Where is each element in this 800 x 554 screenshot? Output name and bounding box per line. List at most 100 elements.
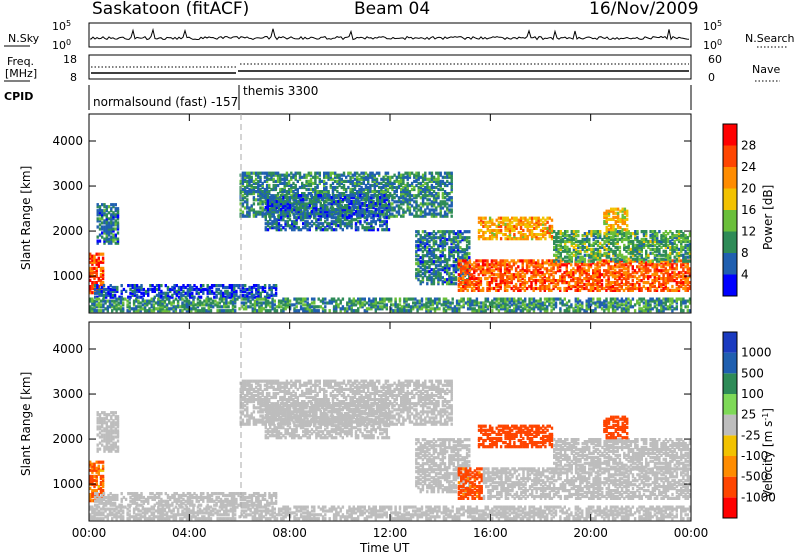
power-scatter-cell [528,301,531,305]
power-scatter-cell [607,275,610,279]
power-scatter-cell [400,181,403,185]
beam-title: Beam 04 [354,0,430,19]
power-scatter-cell [373,181,376,185]
power-scatter-cell [616,281,619,285]
power-scatter-cell [325,175,328,179]
power-scatter-cell [97,252,100,256]
power-scatter-cell [598,299,602,303]
power-scatter-cell [98,289,101,293]
power-scatter-cell [222,293,225,297]
power-scatter-cell [248,192,251,196]
power-scatter-cell [523,273,527,277]
power-scatter-cell [110,213,113,217]
power-scatter-cell [574,297,577,301]
power-scatter-cell [360,177,363,181]
power-scatter-cell [89,285,92,289]
power-scatter-cell [246,214,249,218]
power-scatter-cell [248,295,251,299]
power-scatter-cell [513,307,516,311]
power-scatter-cell [193,284,196,288]
power-scatter-cell [594,301,597,305]
power-scatter-cell [294,173,297,177]
power-scatter-cell [433,309,437,313]
power-scatter-cell [95,272,98,277]
power-scatter-cell [479,277,483,281]
power-scatter-cell [477,259,480,263]
power-scatter-cell [330,222,333,226]
power-scatter-cell [154,301,158,305]
power-scatter-cell [335,309,338,313]
power-scatter-cell [260,309,263,313]
power-scatter-cell [336,196,339,200]
power-scatter-cell [228,285,231,290]
power-scatter-cell [502,307,505,311]
power-scatter-cell [400,179,403,183]
power-scatter-cell [427,297,430,301]
power-scatter-cell [302,202,305,206]
power-scatter-cell [364,200,368,204]
power-scatter-cell [462,297,465,301]
power-scatter-cell [477,284,480,289]
power-scatter-cell [187,299,191,303]
power-scatter-cell [261,208,264,212]
power-scatter-cell [537,271,540,275]
power-scatter-cell [421,210,425,214]
power-scatter-cell [376,307,380,311]
freq-right-tick-bottom: 0 [708,71,715,84]
power-scatter-cell [596,297,599,301]
power-scatter-cell [324,220,327,224]
power-scatter-cell [282,198,285,202]
power-scatter-cell [379,301,382,305]
power-scatter-cell [627,265,630,269]
power-scatter-cell [256,309,259,313]
power-scatter-cell [425,309,428,313]
power-scatter-cell [379,202,382,206]
power-scatter-cell [367,175,370,179]
power-scatter-cell [276,192,280,196]
power-scatter-cell [157,299,160,303]
power-scatter-cell [614,288,617,292]
power-scatter-cell [299,212,303,216]
power-scatter-cell [259,196,262,200]
power-scatter-cell [616,307,619,311]
power-scatter-cell [285,183,289,188]
power-scatter-cell [510,265,513,269]
power-scatter-cell [508,305,511,309]
power-scatter-cell [306,305,309,309]
power-scatter-cell [369,190,372,194]
power-scatter-cell [248,210,251,214]
power-scatter-cell [596,284,599,289]
power-scatter-cell [543,275,546,279]
power-scatter-cell [293,200,296,204]
power-scatter-cell [304,214,307,218]
power-scatter-cell [380,181,383,185]
power-scatter-cell [439,214,442,218]
power-scatter-cell [576,286,579,291]
power-scatter-cell [265,177,269,181]
power-scatter-cell [251,307,254,311]
power-scatter-cell [182,284,185,288]
power-scatter-cell [442,307,446,311]
power-scatter-cell [574,284,577,289]
power-scatter-cell [389,212,392,216]
power-scatter-cell [329,171,332,175]
power-scatter-cell [417,254,420,258]
power-scatter-cell [98,223,102,227]
power-scatter-cell [408,212,412,216]
power-scatter-cell [386,175,390,179]
power-scatter-cell [631,288,634,292]
power-scatter-cell [477,281,480,285]
power-scatter-cell [561,263,564,267]
power-scatter-cell [98,233,102,237]
power-scatter-cell [423,234,427,238]
power-scatter-cell [351,192,354,196]
power-scatter-cell [113,293,117,297]
power-scatter-cell [283,173,286,177]
power-scatter-cell [448,278,451,282]
power-scatter-cell [477,307,481,311]
power-scatter-cell [271,206,274,210]
power-scatter-cell [275,309,279,313]
power-scatter-cell [680,309,683,313]
power-scatter-cell [111,293,115,297]
power-scatter-cell [481,271,485,275]
